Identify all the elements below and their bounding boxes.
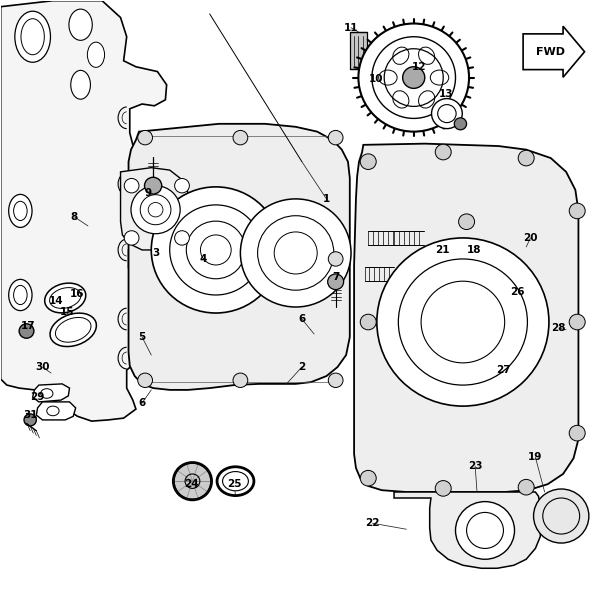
- Text: 12: 12: [411, 62, 426, 72]
- Text: 2: 2: [298, 362, 306, 372]
- Text: 5: 5: [139, 332, 145, 342]
- Circle shape: [328, 274, 344, 290]
- Text: 25: 25: [227, 479, 241, 489]
- Circle shape: [328, 131, 343, 145]
- Ellipse shape: [71, 70, 91, 99]
- Text: 27: 27: [496, 365, 511, 375]
- Circle shape: [455, 501, 514, 559]
- Text: 28: 28: [551, 323, 566, 333]
- Circle shape: [377, 238, 549, 406]
- Ellipse shape: [45, 283, 86, 313]
- Circle shape: [131, 185, 180, 234]
- Polygon shape: [121, 168, 190, 250]
- Circle shape: [454, 118, 466, 130]
- Polygon shape: [354, 144, 578, 492]
- Text: 6: 6: [139, 398, 145, 408]
- Circle shape: [372, 37, 455, 119]
- Circle shape: [233, 373, 248, 388]
- Text: FWD: FWD: [537, 47, 565, 57]
- Ellipse shape: [9, 194, 32, 228]
- Circle shape: [569, 314, 585, 330]
- Polygon shape: [394, 492, 540, 568]
- Circle shape: [174, 178, 189, 193]
- Circle shape: [533, 489, 589, 543]
- Polygon shape: [33, 384, 70, 402]
- Text: 26: 26: [509, 287, 524, 297]
- Text: 10: 10: [368, 74, 383, 84]
- Circle shape: [233, 131, 248, 145]
- Circle shape: [138, 373, 153, 388]
- Circle shape: [458, 214, 474, 229]
- Circle shape: [145, 177, 162, 194]
- Circle shape: [19, 324, 34, 338]
- Text: 23: 23: [468, 461, 482, 471]
- Circle shape: [432, 99, 462, 129]
- Circle shape: [518, 479, 534, 495]
- Circle shape: [174, 463, 211, 499]
- Circle shape: [518, 150, 534, 166]
- Bar: [350, 32, 367, 69]
- Text: 14: 14: [49, 296, 63, 306]
- Text: 9: 9: [145, 188, 152, 198]
- Text: 3: 3: [152, 248, 159, 258]
- Ellipse shape: [69, 9, 92, 40]
- Text: 16: 16: [70, 289, 85, 299]
- Text: 6: 6: [298, 314, 306, 324]
- Circle shape: [138, 131, 153, 145]
- Text: 13: 13: [439, 88, 453, 99]
- Circle shape: [328, 252, 343, 266]
- Circle shape: [360, 470, 376, 486]
- Circle shape: [328, 373, 343, 388]
- Circle shape: [174, 231, 189, 245]
- Text: 18: 18: [467, 245, 481, 255]
- Text: 24: 24: [184, 479, 198, 489]
- Circle shape: [124, 178, 139, 193]
- Polygon shape: [129, 124, 350, 390]
- Ellipse shape: [9, 279, 32, 311]
- Polygon shape: [36, 402, 76, 420]
- Text: 7: 7: [332, 272, 339, 282]
- Circle shape: [360, 314, 376, 330]
- Ellipse shape: [50, 313, 96, 347]
- Text: 11: 11: [344, 23, 359, 33]
- Text: 29: 29: [30, 392, 45, 402]
- Circle shape: [569, 203, 585, 219]
- Text: 1: 1: [323, 194, 330, 204]
- Text: 4: 4: [200, 254, 207, 264]
- Ellipse shape: [15, 11, 51, 62]
- Text: 15: 15: [60, 307, 75, 317]
- Text: 21: 21: [435, 245, 449, 255]
- Polygon shape: [1, 1, 167, 421]
- Ellipse shape: [87, 42, 105, 67]
- Text: 31: 31: [23, 410, 38, 420]
- Circle shape: [152, 187, 280, 313]
- Circle shape: [569, 426, 585, 441]
- Circle shape: [172, 462, 212, 500]
- Circle shape: [436, 144, 451, 160]
- Text: 8: 8: [71, 212, 78, 222]
- Circle shape: [24, 414, 36, 426]
- Text: 30: 30: [35, 362, 50, 372]
- Circle shape: [436, 480, 451, 496]
- Circle shape: [360, 154, 376, 170]
- Circle shape: [359, 23, 469, 132]
- Circle shape: [124, 231, 139, 245]
- Text: 20: 20: [523, 233, 538, 243]
- Ellipse shape: [222, 471, 248, 491]
- Text: 19: 19: [528, 452, 543, 462]
- Polygon shape: [523, 26, 585, 77]
- Text: 22: 22: [365, 518, 380, 528]
- Circle shape: [403, 67, 425, 88]
- Circle shape: [240, 199, 351, 307]
- Text: 17: 17: [21, 321, 36, 331]
